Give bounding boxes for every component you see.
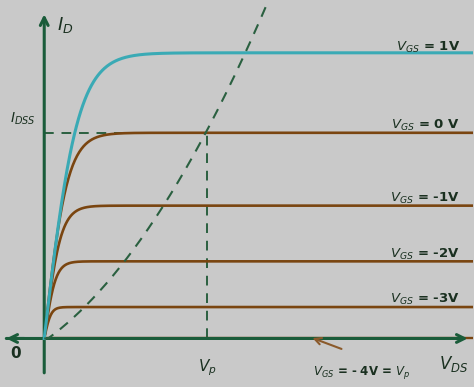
Text: $V_{GS}$ = 1V: $V_{GS}$ = 1V [395,39,460,55]
Text: $V_p$: $V_p$ [198,357,216,378]
Text: 0: 0 [10,346,20,361]
Text: $V_{GS}$ = -3V: $V_{GS}$ = -3V [390,292,460,307]
Text: $V_{GS}$ = 0 V: $V_{GS}$ = 0 V [391,118,460,133]
Text: $V_{GS}$ = -2V: $V_{GS}$ = -2V [390,247,460,262]
Text: $V_{GS}$ = - 4V = $V_p$: $V_{GS}$ = - 4V = $V_p$ [313,364,410,381]
Text: $V_{GS}$ = -1V: $V_{GS}$ = -1V [390,191,460,206]
Text: $I_D$: $I_D$ [57,15,73,35]
Text: $I_{DSS}$: $I_{DSS}$ [10,111,36,127]
Text: $V_{DS}$: $V_{DS}$ [439,354,468,374]
